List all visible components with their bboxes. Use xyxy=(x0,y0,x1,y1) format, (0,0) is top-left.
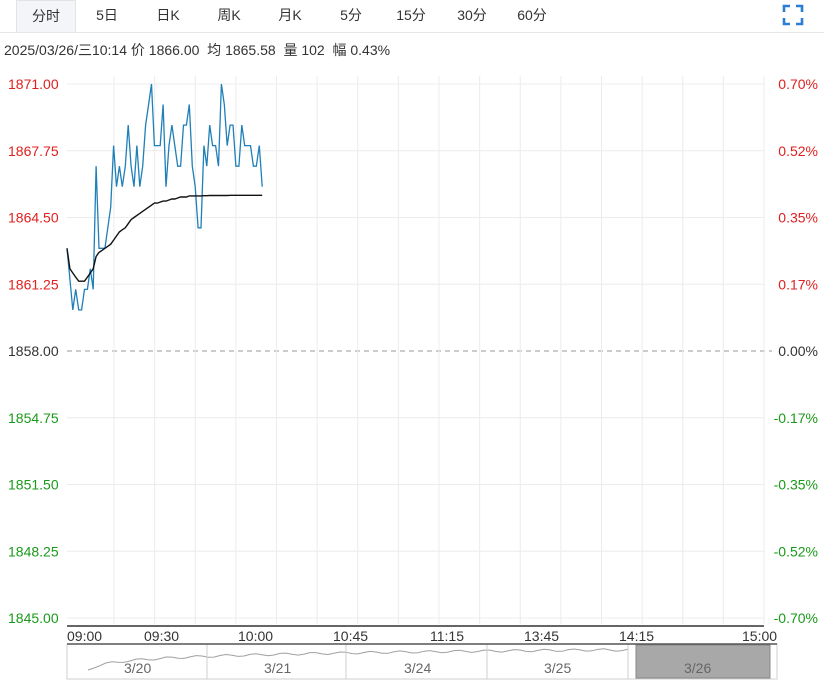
price-value: 1866.00 xyxy=(148,42,200,58)
x-tick-label: 09:30 xyxy=(144,628,179,644)
tab-daily-k[interactable]: 日K xyxy=(156,7,180,23)
y-left-tick-label: 1871.00 xyxy=(8,76,59,92)
y-right-tick-label: -0.17% xyxy=(774,410,818,426)
y-left-tick-label: 1864.50 xyxy=(8,210,59,226)
tab-60min[interactable]: 60分 xyxy=(517,7,547,23)
tab-15min[interactable]: 15分 xyxy=(396,7,426,23)
navigator-date-label: 3/25 xyxy=(544,660,571,676)
y-left-tick-label: 1867.75 xyxy=(8,143,59,159)
y-left-tick-label: 1861.25 xyxy=(8,276,59,292)
y-left-tick-label: 1854.75 xyxy=(8,410,59,426)
x-tick-label: 15:00 xyxy=(742,628,777,644)
price-label: 价 xyxy=(130,42,145,58)
y-left-tick-label: 1851.50 xyxy=(8,477,59,493)
volume-label: 量 xyxy=(283,42,298,58)
x-tick-label: 13:45 xyxy=(524,628,559,644)
x-tick-label: 10:45 xyxy=(333,628,368,644)
average-line xyxy=(66,194,263,282)
x-tick-label: 09:00 xyxy=(67,628,102,644)
y-right-tick-label: -0.52% xyxy=(774,543,818,559)
period-tabs: 分时 5日 日K 周K 月K 5分 15分 30分 60分 xyxy=(0,0,824,33)
quote-info-bar: 2025/03/26/三10:14 价 1866.00 均 1865.58 量 … xyxy=(4,40,390,60)
range-label: 幅 xyxy=(332,42,347,58)
y-left-tick-label: 1845.00 xyxy=(8,610,59,626)
volume-value: 102 xyxy=(301,42,325,58)
y-right-tick-label: 0.70% xyxy=(778,76,818,92)
tab-30min[interactable]: 30分 xyxy=(457,7,487,23)
y-right-tick-label: 0.35% xyxy=(778,210,818,226)
navigator-selected-window xyxy=(635,644,771,679)
tab-5min[interactable]: 5分 xyxy=(340,7,362,23)
navigator-date-label: 3/21 xyxy=(264,660,291,676)
y-left-tick-label: 1858.00 xyxy=(8,343,59,359)
tab-monthly-k[interactable]: 月K xyxy=(278,7,302,23)
fullscreen-icon[interactable] xyxy=(782,4,804,26)
y-right-tick-label: 0.00% xyxy=(778,343,818,359)
y-right-tick-label: 0.52% xyxy=(778,143,818,159)
navigator-date-label: 3/24 xyxy=(404,660,431,676)
navigator-trend-line xyxy=(87,648,629,671)
y-left-tick-label: 1848.25 xyxy=(8,543,59,559)
navigator-date-label: 3/26 xyxy=(684,660,711,676)
avg-label: 均 xyxy=(207,42,222,58)
x-tick-label: 14:15 xyxy=(619,628,654,644)
tab-5day[interactable]: 5日 xyxy=(96,7,118,23)
y-right-tick-label: -0.70% xyxy=(774,610,818,626)
x-tick-label: 10:00 xyxy=(238,628,273,644)
x-tick-label: 11:15 xyxy=(430,628,464,644)
quote-datetime: 2025/03/26/三10:14 xyxy=(4,42,127,58)
y-right-tick-label: -0.35% xyxy=(774,477,818,493)
navigator-date-label: 3/20 xyxy=(124,660,151,676)
tab-weekly-k[interactable]: 周K xyxy=(217,7,241,23)
tab-fenshi[interactable]: 分时 xyxy=(16,0,76,32)
price-line xyxy=(66,83,263,311)
y-right-tick-label: 0.17% xyxy=(778,276,818,292)
avg-value: 1865.58 xyxy=(225,42,276,58)
range-value: 0.43% xyxy=(350,42,391,58)
